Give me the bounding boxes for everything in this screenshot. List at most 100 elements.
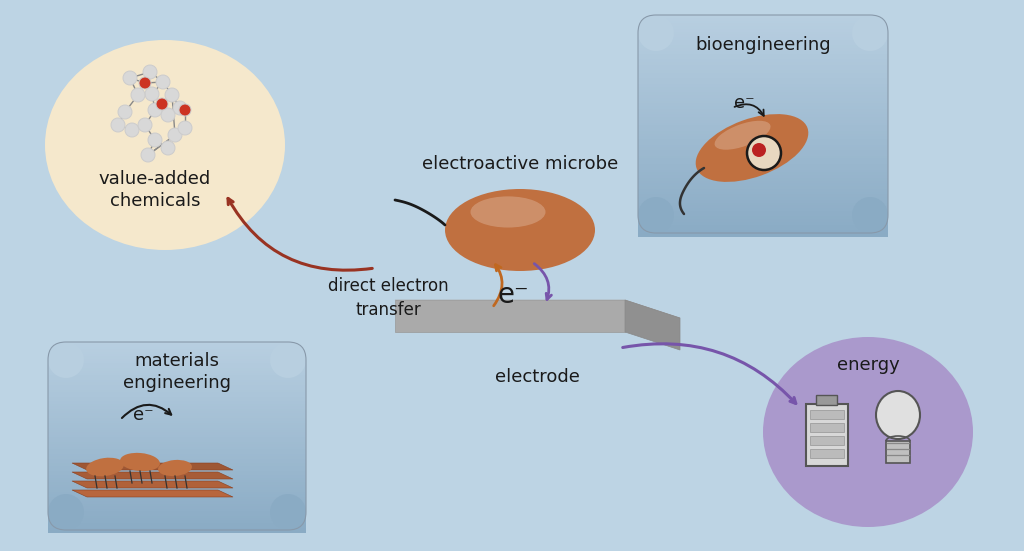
Bar [288, 360, 306, 363]
Circle shape [752, 143, 766, 157]
Bar [638, 92, 656, 96]
Bar [656, 51, 870, 55]
Bar [48, 406, 66, 409]
Bar [638, 128, 656, 132]
Bar [48, 423, 66, 426]
Bar [66, 375, 288, 379]
Bar [870, 51, 888, 55]
Bar [870, 34, 888, 38]
Bar [66, 390, 288, 393]
Bar [66, 387, 288, 391]
Bar [288, 413, 306, 417]
Bar [48, 360, 66, 363]
Bar [66, 456, 288, 460]
Bar [288, 387, 306, 391]
Bar [638, 219, 656, 223]
Text: e⁻: e⁻ [133, 406, 154, 424]
Bar [656, 48, 870, 52]
Bar [48, 449, 66, 452]
Bar [66, 528, 288, 531]
Bar [870, 81, 888, 85]
Bar [66, 447, 288, 450]
Bar [48, 360, 66, 363]
Bar [288, 437, 306, 441]
Bar [638, 134, 656, 137]
Ellipse shape [120, 453, 160, 471]
Bar [288, 390, 306, 393]
Bar [66, 359, 288, 362]
Bar [288, 360, 306, 363]
Ellipse shape [715, 121, 770, 150]
Bar [288, 404, 306, 407]
Bar [656, 59, 870, 63]
Bar [48, 466, 66, 469]
Bar [288, 425, 306, 429]
Bar [870, 230, 888, 234]
Text: direct electron
transfer: direct electron transfer [328, 277, 449, 319]
Bar [638, 33, 656, 37]
Bar [870, 33, 888, 37]
Bar [638, 64, 656, 68]
Bar [870, 225, 888, 229]
Bar [656, 126, 870, 129]
Bar [66, 511, 288, 514]
Circle shape [173, 101, 187, 115]
Bar [66, 392, 288, 395]
Bar [638, 222, 656, 226]
Bar [656, 203, 870, 207]
Bar [48, 387, 66, 391]
Bar [870, 228, 888, 231]
Ellipse shape [638, 15, 674, 51]
Bar [288, 392, 306, 395]
Bar [656, 87, 870, 90]
Bar [48, 382, 66, 386]
Bar [656, 45, 870, 49]
Bar [656, 183, 870, 187]
Bar [656, 95, 870, 99]
Bar [288, 423, 306, 426]
Bar [638, 214, 656, 218]
Bar [48, 368, 66, 371]
Bar [870, 189, 888, 192]
Bar [288, 530, 306, 533]
Bar [288, 506, 306, 510]
Bar [48, 395, 66, 398]
Bar [48, 444, 66, 447]
Bar [48, 525, 66, 528]
Bar [48, 523, 66, 526]
Bar [656, 73, 870, 77]
Bar [48, 360, 66, 363]
Ellipse shape [470, 196, 546, 228]
Bar [656, 153, 870, 156]
Bar [288, 375, 306, 379]
Circle shape [141, 148, 155, 162]
Bar [656, 131, 870, 134]
Bar [48, 504, 66, 507]
Bar [66, 525, 288, 528]
Bar [48, 499, 66, 503]
Bar [638, 78, 656, 82]
Bar [638, 33, 656, 37]
Bar [870, 123, 888, 126]
Bar [48, 478, 66, 481]
Bar [870, 131, 888, 134]
Bar [638, 40, 656, 44]
Bar [870, 219, 888, 223]
Bar [66, 428, 288, 431]
Bar [48, 392, 66, 395]
Bar [66, 504, 288, 507]
Bar [66, 530, 288, 533]
Bar [656, 189, 870, 192]
Bar [48, 402, 66, 405]
Bar [870, 37, 888, 41]
Bar [66, 442, 288, 445]
Bar [656, 100, 870, 104]
Bar [870, 214, 888, 218]
Bar [638, 87, 656, 90]
Bar [870, 167, 888, 170]
Bar [288, 523, 306, 526]
Bar [656, 81, 870, 85]
Bar [288, 371, 306, 374]
Text: bioengineering: bioengineering [695, 36, 830, 54]
Bar [638, 225, 656, 229]
